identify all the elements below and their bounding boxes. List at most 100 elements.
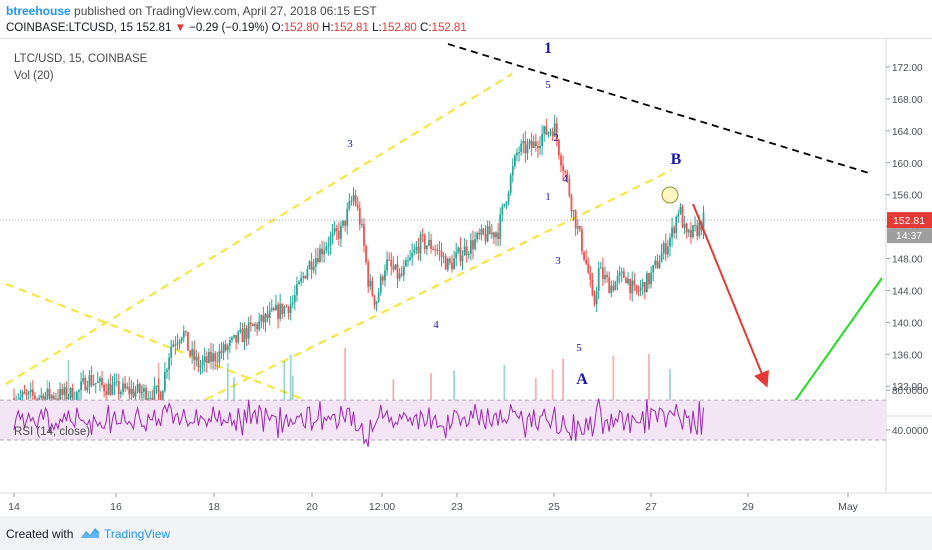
rsi-legend: RSI (14, close) <box>14 426 91 438</box>
candle-body <box>662 243 665 254</box>
candle-body <box>65 387 68 400</box>
candle-body <box>583 251 585 260</box>
candle-body <box>499 214 502 240</box>
candle-body <box>675 216 678 234</box>
candle-body <box>266 314 269 319</box>
candle-body <box>75 391 78 402</box>
last-price-tag <box>887 212 932 229</box>
candle-body <box>67 397 70 400</box>
candle-body <box>358 207 361 225</box>
candle-body <box>327 245 330 247</box>
candle-body <box>264 314 267 323</box>
candle-body <box>497 232 500 240</box>
candle-body <box>620 271 623 273</box>
wave-label: 3 <box>347 138 353 150</box>
candle-body <box>690 230 692 238</box>
candle-body <box>627 278 629 284</box>
candle-body <box>105 391 108 395</box>
candle-body <box>610 285 613 294</box>
candle-body <box>423 235 426 250</box>
candle-body <box>27 391 30 395</box>
countdown-label: 14:37 <box>896 230 922 242</box>
candle-body <box>88 375 91 387</box>
low-label: L: <box>372 22 382 34</box>
y-tick-label: 136.00 <box>892 350 923 361</box>
candle-body <box>608 277 611 294</box>
tradingview-brand[interactable]: TradingView <box>104 527 171 541</box>
symbol-name: COINBASE:LTCUSD, 15 <box>6 22 133 34</box>
candle-body <box>646 273 648 293</box>
candle-body <box>547 132 550 135</box>
candle-body <box>29 389 32 392</box>
candle-body <box>402 266 405 276</box>
candle-body <box>235 334 238 343</box>
candle-body <box>572 210 575 212</box>
candle-body <box>549 131 552 133</box>
candle-body <box>618 272 621 277</box>
volume-legend: Vol (20) <box>14 70 54 82</box>
target-circle-icon <box>661 186 679 204</box>
wave-label: 1 <box>544 40 552 57</box>
chart-area[interactable]: 172.00168.00164.00160.00156.00152.00148.… <box>0 38 932 516</box>
candle-body <box>184 331 187 333</box>
candle-body <box>124 383 126 389</box>
candle-body <box>673 227 676 234</box>
candle-body <box>622 271 625 278</box>
candle-body <box>115 381 118 383</box>
green-arrow <box>789 277 883 409</box>
wave-label: 2 <box>553 132 559 144</box>
candle-body <box>482 228 485 234</box>
candle-body <box>451 262 453 270</box>
change-down-icon: ▼ <box>174 22 186 34</box>
candle-body <box>195 356 198 361</box>
candle-body <box>231 337 233 341</box>
candle-body <box>84 377 87 391</box>
candle-body <box>226 345 229 351</box>
publish-info: btreehouse published on TradingView.com,… <box>6 4 377 18</box>
candle-body <box>490 232 493 235</box>
candle-body <box>197 356 200 368</box>
author-name[interactable]: btreehouse <box>6 4 71 18</box>
candle-body <box>650 272 652 285</box>
candle-body <box>308 261 311 270</box>
candle-body <box>516 152 518 156</box>
candle-body <box>287 306 290 313</box>
candle-body <box>34 395 36 400</box>
candle-body <box>296 284 298 296</box>
candle-body <box>94 382 97 384</box>
pane-title: LTC/USD, 15, COINBASE <box>14 53 148 65</box>
candle-body <box>593 295 596 304</box>
candle-body <box>444 256 447 270</box>
candle-body <box>478 232 481 235</box>
candle-body <box>340 225 342 239</box>
chart-background <box>0 38 932 516</box>
candle-body <box>639 286 642 292</box>
candle-body <box>128 386 131 395</box>
candle-body <box>459 247 462 262</box>
candle-body <box>469 240 472 254</box>
candle-body <box>132 388 135 397</box>
candle-body <box>388 259 391 261</box>
candle-body <box>394 264 397 270</box>
candle-body <box>176 343 179 345</box>
rsi-line <box>13 398 704 447</box>
last-price: 152.81 <box>136 22 172 34</box>
x-tick-label: May <box>838 501 859 513</box>
candle-body <box>52 395 55 400</box>
candle-body <box>534 141 537 147</box>
wave-label: 5 <box>576 342 582 354</box>
candle-body <box>564 170 567 173</box>
volume-bar <box>562 358 564 414</box>
candle-body <box>581 229 583 252</box>
candle-body <box>86 386 89 391</box>
y-tick-label: 164.00 <box>892 127 923 138</box>
close-value: 152.81 <box>431 22 467 34</box>
candle-body <box>71 387 74 402</box>
candle-body <box>61 388 64 395</box>
candle-body <box>228 340 231 346</box>
candle-body <box>90 375 93 386</box>
candle-body <box>643 282 646 293</box>
candle-body <box>566 172 569 179</box>
open-value: 152.80 <box>283 22 319 34</box>
candle-body <box>247 322 250 339</box>
